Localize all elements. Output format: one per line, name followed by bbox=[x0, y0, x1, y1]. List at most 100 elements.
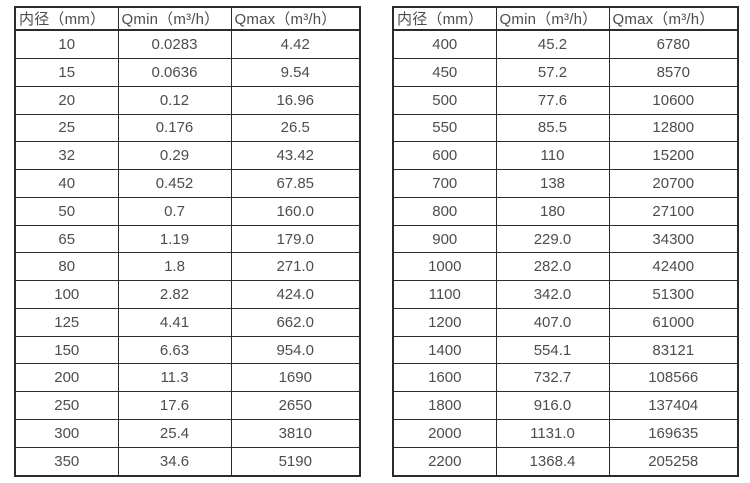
table-row: 20 0.12 16.96 bbox=[14, 85, 361, 115]
table-cell: 12800 bbox=[608, 113, 739, 143]
table-cell: 0.0283 bbox=[117, 29, 232, 60]
table-row: 25 0.176 26.5 bbox=[14, 113, 361, 143]
table-cell: 180 bbox=[495, 196, 610, 226]
table-row: 150 6.63 954.0 bbox=[14, 335, 361, 365]
table-cell: 0.452 bbox=[117, 169, 232, 198]
table-cell: 900 bbox=[392, 224, 497, 254]
header-row: 内径（mm） Qmin（m³/h） Qmax（m³/h） bbox=[14, 6, 361, 31]
table-cell: 85.5 bbox=[495, 113, 610, 143]
table-row: 600 110 15200 bbox=[392, 141, 739, 171]
table-cell: 8570 bbox=[608, 58, 739, 87]
table-cell: 138 bbox=[495, 169, 610, 198]
table-cell: 20 bbox=[14, 85, 119, 115]
table-cell: 2.82 bbox=[117, 280, 232, 309]
table-cell: 732.7 bbox=[495, 363, 610, 393]
table-cell: 32 bbox=[14, 141, 119, 171]
header-row: 内径（mm） Qmin（m³/h） Qmax（m³/h） bbox=[392, 6, 739, 31]
table-cell: 108566 bbox=[608, 363, 739, 393]
table-cell: 61000 bbox=[608, 307, 739, 337]
table-cell: 42400 bbox=[608, 252, 739, 282]
table-cell: 0.29 bbox=[117, 141, 232, 171]
table-cell: 27100 bbox=[608, 196, 739, 226]
table-row: 1000 282.0 42400 bbox=[392, 252, 739, 282]
table-row: 2200 1368.4 205258 bbox=[392, 446, 739, 477]
table-cell: 1400 bbox=[392, 335, 497, 365]
table-cell: 250 bbox=[14, 391, 119, 420]
table-cell: 150 bbox=[14, 335, 119, 365]
table-cell: 50 bbox=[14, 196, 119, 226]
table-cell: 554.1 bbox=[495, 335, 610, 365]
table-cell: 45.2 bbox=[495, 29, 610, 60]
column-header: 内径（mm） bbox=[14, 6, 119, 31]
table-cell: 282.0 bbox=[495, 252, 610, 282]
table-cell: 300 bbox=[14, 419, 119, 448]
table-cell: 1800 bbox=[392, 391, 497, 420]
table-row: 2000 1131.0 169635 bbox=[392, 419, 739, 448]
table-row: 1100 342.0 51300 bbox=[392, 280, 739, 309]
table-cell: 407.0 bbox=[495, 307, 610, 337]
table-cell: 15 bbox=[14, 58, 119, 87]
table-cell: 3810 bbox=[230, 419, 361, 448]
table-cell: 1690 bbox=[230, 363, 361, 393]
table-cell: 26.5 bbox=[230, 113, 361, 143]
table-cell: 51300 bbox=[608, 280, 739, 309]
table-row: 300 25.4 3810 bbox=[14, 419, 361, 448]
table-cell: 2650 bbox=[230, 391, 361, 420]
table-row: 10 0.0283 4.42 bbox=[14, 29, 361, 60]
table-row: 15 0.0636 9.54 bbox=[14, 58, 361, 87]
table-cell: 16.96 bbox=[230, 85, 361, 115]
table-cell: 0.12 bbox=[117, 85, 232, 115]
table-cell: 100 bbox=[14, 280, 119, 309]
table-cell: 1100 bbox=[392, 280, 497, 309]
table-row: 1800 916.0 137404 bbox=[392, 391, 739, 420]
table-cell: 40 bbox=[14, 169, 119, 198]
table-cell: 1.8 bbox=[117, 252, 232, 282]
table-cell: 350 bbox=[14, 446, 119, 477]
spec-table-large-diameters: 内径（mm） Qmin（m³/h） Qmax（m³/h） 400 45.2 6780 450… bbox=[392, 6, 739, 477]
column-header: Qmin（m³/h） bbox=[495, 6, 610, 31]
table-cell: 11.3 bbox=[117, 363, 232, 393]
table-row: 1400 554.1 83121 bbox=[392, 335, 739, 365]
table-cell: 110 bbox=[495, 141, 610, 171]
table-row: 1600 732.7 108566 bbox=[392, 363, 739, 393]
table-cell: 1.19 bbox=[117, 224, 232, 254]
table-cell: 1200 bbox=[392, 307, 497, 337]
table-row: 125 4.41 662.0 bbox=[14, 307, 361, 337]
table-cell: 6780 bbox=[608, 29, 739, 60]
table-cell: 800 bbox=[392, 196, 497, 226]
table-cell: 80 bbox=[14, 252, 119, 282]
table-cell: 137404 bbox=[608, 391, 739, 420]
table-cell: 1131.0 bbox=[495, 419, 610, 448]
table-cell: 25 bbox=[14, 113, 119, 143]
table-cell: 916.0 bbox=[495, 391, 610, 420]
table-cell: 15200 bbox=[608, 141, 739, 171]
table-cell: 400 bbox=[392, 29, 497, 60]
table-row: 500 77.6 10600 bbox=[392, 85, 739, 115]
table-cell: 954.0 bbox=[230, 335, 361, 365]
table-cell: 34.6 bbox=[117, 446, 232, 477]
table-cell: 4.41 bbox=[117, 307, 232, 337]
column-header: Qmax（m³/h） bbox=[608, 6, 739, 31]
spec-table-small-diameters: 内径（mm） Qmin（m³/h） Qmax（m³/h） 10 0.0283 4.42 15… bbox=[14, 6, 361, 477]
table-cell: 700 bbox=[392, 169, 497, 198]
table-cell: 83121 bbox=[608, 335, 739, 365]
table-cell: 10600 bbox=[608, 85, 739, 115]
table-row: 80 1.8 271.0 bbox=[14, 252, 361, 282]
table-cell: 1368.4 bbox=[495, 446, 610, 477]
table-row: 65 1.19 179.0 bbox=[14, 224, 361, 254]
table-cell: 6.63 bbox=[117, 335, 232, 365]
table-row: 50 0.7 160.0 bbox=[14, 196, 361, 226]
table-cell: 43.42 bbox=[230, 141, 361, 171]
table-cell: 200 bbox=[14, 363, 119, 393]
table-cell: 10 bbox=[14, 29, 119, 60]
table-cell: 0.0636 bbox=[117, 58, 232, 87]
table-row: 250 17.6 2650 bbox=[14, 391, 361, 420]
column-header: Qmin（m³/h） bbox=[117, 6, 232, 31]
table-cell: 550 bbox=[392, 113, 497, 143]
table-cell: 25.4 bbox=[117, 419, 232, 448]
table-cell: 0.176 bbox=[117, 113, 232, 143]
table-row: 700 138 20700 bbox=[392, 169, 739, 198]
table-cell: 205258 bbox=[608, 446, 739, 477]
table-row: 550 85.5 12800 bbox=[392, 113, 739, 143]
table-row: 32 0.29 43.42 bbox=[14, 141, 361, 171]
